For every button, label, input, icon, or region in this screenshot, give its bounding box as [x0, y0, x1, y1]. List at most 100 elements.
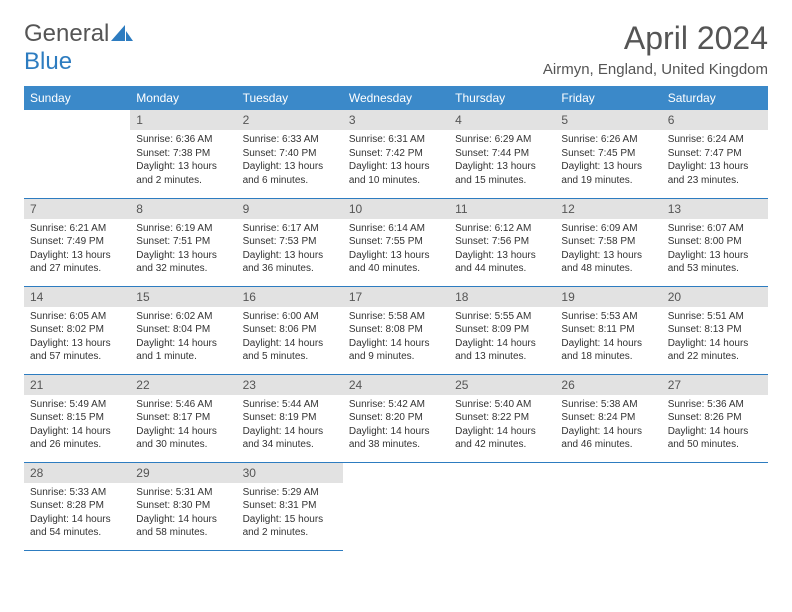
sunset-text: Sunset: 7:45 PM — [561, 147, 655, 161]
sunset-text: Sunset: 7:42 PM — [349, 147, 443, 161]
day-number: 1 — [130, 110, 236, 130]
day-details: Sunrise: 5:33 AMSunset: 8:28 PMDaylight:… — [24, 483, 130, 544]
sunrise-text: Sunrise: 6:09 AM — [561, 222, 655, 236]
day-number: 4 — [449, 110, 555, 130]
sunrise-text: Sunrise: 6:19 AM — [136, 222, 230, 236]
calendar-cell — [555, 462, 661, 550]
calendar-cell: 25Sunrise: 5:40 AMSunset: 8:22 PMDayligh… — [449, 374, 555, 462]
daylight-text: Daylight: 14 hours and 58 minutes. — [136, 513, 230, 540]
daylight-text: Daylight: 14 hours and 9 minutes. — [349, 337, 443, 364]
sunset-text: Sunset: 8:30 PM — [136, 499, 230, 513]
calendar-week: 28Sunrise: 5:33 AMSunset: 8:28 PMDayligh… — [24, 462, 768, 550]
title-block: April 2024 Airmyn, England, United Kingd… — [543, 20, 768, 78]
calendar-cell: 7Sunrise: 6:21 AMSunset: 7:49 PMDaylight… — [24, 198, 130, 286]
day-details: Sunrise: 6:19 AMSunset: 7:51 PMDaylight:… — [130, 219, 236, 280]
sunrise-text: Sunrise: 5:40 AM — [455, 398, 549, 412]
sunset-text: Sunset: 8:11 PM — [561, 323, 655, 337]
day-details: Sunrise: 6:31 AMSunset: 7:42 PMDaylight:… — [343, 130, 449, 191]
daylight-text: Daylight: 13 hours and 36 minutes. — [243, 249, 337, 276]
location: Airmyn, England, United Kingdom — [543, 61, 768, 78]
day-number: 10 — [343, 199, 449, 219]
day-details: Sunrise: 5:58 AMSunset: 8:08 PMDaylight:… — [343, 307, 449, 368]
sunset-text: Sunset: 7:49 PM — [30, 235, 124, 249]
calendar-cell — [449, 462, 555, 550]
day-number: 16 — [237, 287, 343, 307]
day-details: Sunrise: 6:26 AMSunset: 7:45 PMDaylight:… — [555, 130, 661, 191]
sunset-text: Sunset: 8:00 PM — [668, 235, 762, 249]
day-number: 14 — [24, 287, 130, 307]
sunset-text: Sunset: 8:31 PM — [243, 499, 337, 513]
sunset-text: Sunset: 7:53 PM — [243, 235, 337, 249]
sunset-text: Sunset: 8:26 PM — [668, 411, 762, 425]
header: General Blue April 2024 Airmyn, England,… — [24, 20, 768, 78]
day-details: Sunrise: 6:05 AMSunset: 8:02 PMDaylight:… — [24, 307, 130, 368]
calendar-cell: 6Sunrise: 6:24 AMSunset: 7:47 PMDaylight… — [662, 110, 768, 198]
sunset-text: Sunset: 8:22 PM — [455, 411, 549, 425]
sunrise-text: Sunrise: 6:26 AM — [561, 133, 655, 147]
calendar-cell: 23Sunrise: 5:44 AMSunset: 8:19 PMDayligh… — [237, 374, 343, 462]
calendar-week: 14Sunrise: 6:05 AMSunset: 8:02 PMDayligh… — [24, 286, 768, 374]
calendar-cell: 19Sunrise: 5:53 AMSunset: 8:11 PMDayligh… — [555, 286, 661, 374]
day-details: Sunrise: 5:49 AMSunset: 8:15 PMDaylight:… — [24, 395, 130, 456]
day-details: Sunrise: 5:44 AMSunset: 8:19 PMDaylight:… — [237, 395, 343, 456]
sunrise-text: Sunrise: 6:36 AM — [136, 133, 230, 147]
sunrise-text: Sunrise: 6:05 AM — [30, 310, 124, 324]
calendar-cell: 20Sunrise: 5:51 AMSunset: 8:13 PMDayligh… — [662, 286, 768, 374]
day-number: 28 — [24, 463, 130, 483]
sunset-text: Sunset: 8:28 PM — [30, 499, 124, 513]
calendar-head: SundayMondayTuesdayWednesdayThursdayFrid… — [24, 86, 768, 110]
calendar-cell — [343, 462, 449, 550]
calendar-cell: 1Sunrise: 6:36 AMSunset: 7:38 PMDaylight… — [130, 110, 236, 198]
day-number: 30 — [237, 463, 343, 483]
daylight-text: Daylight: 13 hours and 57 minutes. — [30, 337, 124, 364]
day-number: 11 — [449, 199, 555, 219]
logo-sail-icon — [111, 20, 133, 47]
calendar-cell — [662, 462, 768, 550]
day-details: Sunrise: 6:36 AMSunset: 7:38 PMDaylight:… — [130, 130, 236, 191]
day-number: 23 — [237, 375, 343, 395]
logo: General Blue — [24, 20, 133, 76]
daylight-text: Daylight: 14 hours and 38 minutes. — [349, 425, 443, 452]
daylight-text: Daylight: 14 hours and 30 minutes. — [136, 425, 230, 452]
sunset-text: Sunset: 8:13 PM — [668, 323, 762, 337]
daylight-text: Daylight: 14 hours and 18 minutes. — [561, 337, 655, 364]
day-details: Sunrise: 5:53 AMSunset: 8:11 PMDaylight:… — [555, 307, 661, 368]
day-details: Sunrise: 5:31 AMSunset: 8:30 PMDaylight:… — [130, 483, 236, 544]
day-details: Sunrise: 5:36 AMSunset: 8:26 PMDaylight:… — [662, 395, 768, 456]
sunset-text: Sunset: 8:19 PM — [243, 411, 337, 425]
day-details: Sunrise: 6:24 AMSunset: 7:47 PMDaylight:… — [662, 130, 768, 191]
sunrise-text: Sunrise: 6:00 AM — [243, 310, 337, 324]
day-details: Sunrise: 6:02 AMSunset: 8:04 PMDaylight:… — [130, 307, 236, 368]
sunrise-text: Sunrise: 5:44 AM — [243, 398, 337, 412]
sunset-text: Sunset: 8:08 PM — [349, 323, 443, 337]
day-number: 18 — [449, 287, 555, 307]
daylight-text: Daylight: 13 hours and 23 minutes. — [668, 160, 762, 187]
sunrise-text: Sunrise: 5:53 AM — [561, 310, 655, 324]
calendar-cell: 16Sunrise: 6:00 AMSunset: 8:06 PMDayligh… — [237, 286, 343, 374]
daylight-text: Daylight: 14 hours and 34 minutes. — [243, 425, 337, 452]
sunrise-text: Sunrise: 6:21 AM — [30, 222, 124, 236]
sunset-text: Sunset: 7:51 PM — [136, 235, 230, 249]
day-details: Sunrise: 6:33 AMSunset: 7:40 PMDaylight:… — [237, 130, 343, 191]
calendar-body: 1Sunrise: 6:36 AMSunset: 7:38 PMDaylight… — [24, 110, 768, 550]
weekday-header: Friday — [555, 86, 661, 110]
sunset-text: Sunset: 8:20 PM — [349, 411, 443, 425]
weekday-header: Tuesday — [237, 86, 343, 110]
daylight-text: Daylight: 15 hours and 2 minutes. — [243, 513, 337, 540]
sunrise-text: Sunrise: 5:58 AM — [349, 310, 443, 324]
calendar-cell — [24, 110, 130, 198]
logo-text-1: General — [24, 20, 109, 47]
day-number: 25 — [449, 375, 555, 395]
calendar-cell: 15Sunrise: 6:02 AMSunset: 8:04 PMDayligh… — [130, 286, 236, 374]
calendar-cell: 24Sunrise: 5:42 AMSunset: 8:20 PMDayligh… — [343, 374, 449, 462]
calendar-cell: 27Sunrise: 5:36 AMSunset: 8:26 PMDayligh… — [662, 374, 768, 462]
calendar-cell: 21Sunrise: 5:49 AMSunset: 8:15 PMDayligh… — [24, 374, 130, 462]
calendar-cell: 12Sunrise: 6:09 AMSunset: 7:58 PMDayligh… — [555, 198, 661, 286]
day-number: 6 — [662, 110, 768, 130]
sunrise-text: Sunrise: 6:02 AM — [136, 310, 230, 324]
day-number: 26 — [555, 375, 661, 395]
day-number: 9 — [237, 199, 343, 219]
calendar-cell: 26Sunrise: 5:38 AMSunset: 8:24 PMDayligh… — [555, 374, 661, 462]
calendar-cell: 30Sunrise: 5:29 AMSunset: 8:31 PMDayligh… — [237, 462, 343, 550]
sunrise-text: Sunrise: 6:29 AM — [455, 133, 549, 147]
